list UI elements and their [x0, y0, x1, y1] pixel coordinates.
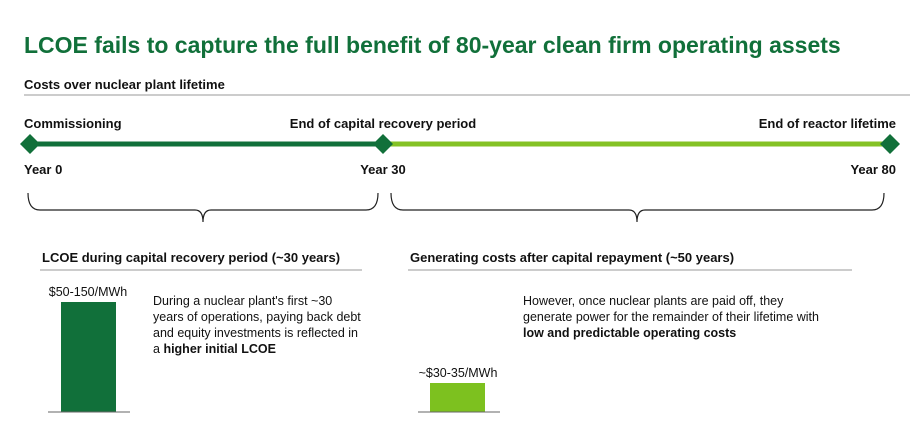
emphasis: higher initial LCOE: [163, 342, 276, 356]
bracket: [27, 192, 379, 223]
description: During a nuclear plant's first ~30 years…: [153, 293, 363, 357]
bar-label: $50-150/MWh: [48, 285, 128, 299]
bracket: [390, 192, 885, 223]
emphasis: low and predictable operating costs: [523, 326, 737, 340]
year-label: Year 0: [24, 162, 63, 177]
milestone-diamond: [880, 134, 900, 154]
section-heading: LCOE during capital recovery period (~30…: [42, 250, 341, 265]
milestone-label: Commissioning: [24, 116, 122, 131]
cost-bar: [61, 302, 116, 412]
cost-bar: [430, 383, 485, 412]
text: During a nuclear plant's first ~30 years…: [153, 294, 361, 356]
milestone-label: End of reactor lifetime: [758, 116, 896, 131]
description: However, once nuclear plants are paid of…: [523, 293, 833, 341]
year-label: Year 80: [850, 162, 896, 177]
year-label: Year 30: [360, 162, 406, 177]
milestone-diamond: [373, 134, 393, 154]
title: LCOE fails to capture the full benefit o…: [24, 32, 841, 58]
milestone-label: End of capital recovery period: [289, 116, 477, 131]
subtitle: Costs over nuclear plant lifetime: [24, 77, 225, 92]
text: However, once nuclear plants are paid of…: [523, 294, 819, 324]
milestone-diamond: [20, 134, 40, 154]
section-heading: Generating costs after capital repayment…: [410, 250, 735, 265]
bar-label: ~$30-35/MWh: [418, 366, 498, 380]
